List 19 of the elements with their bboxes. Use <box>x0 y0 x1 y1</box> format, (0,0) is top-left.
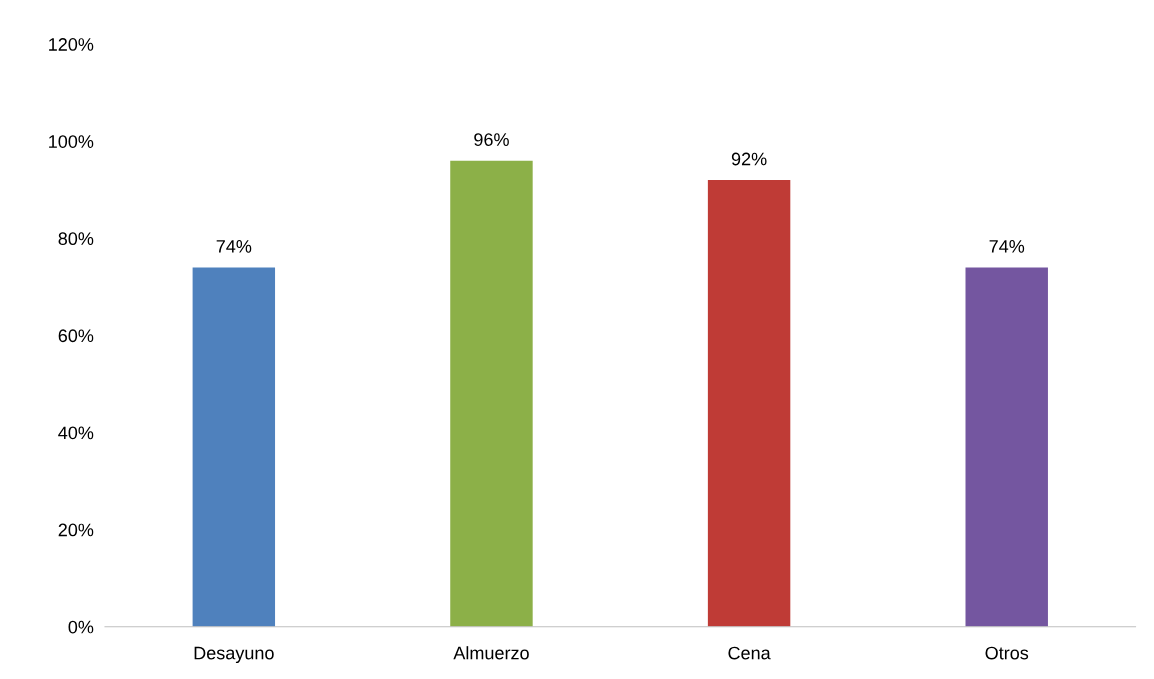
bar <box>965 267 1048 627</box>
y-tick-label: 80% <box>58 232 94 246</box>
y-tick-label: 20% <box>58 523 94 537</box>
x-tick-label: Desayuno <box>194 646 274 663</box>
y-tick-label: 120% <box>49 38 94 51</box>
bar <box>450 160 533 627</box>
data-label: 74% <box>989 240 1025 253</box>
y-tick-label: 0% <box>68 620 94 634</box>
y-tick-label: 100% <box>49 135 94 148</box>
x-tick-label: Otros <box>985 646 1029 660</box>
bar <box>707 180 791 627</box>
data-label: 92% <box>731 152 767 166</box>
data-label: 96% <box>474 133 509 146</box>
x-tick-label: Cena <box>728 646 771 660</box>
bar <box>192 267 276 627</box>
data-label: 74% <box>216 240 252 253</box>
y-tick-label: 40% <box>58 426 94 440</box>
x-tick-label: Almuerzo <box>453 646 529 660</box>
y-tick-label: 60% <box>58 329 94 343</box>
